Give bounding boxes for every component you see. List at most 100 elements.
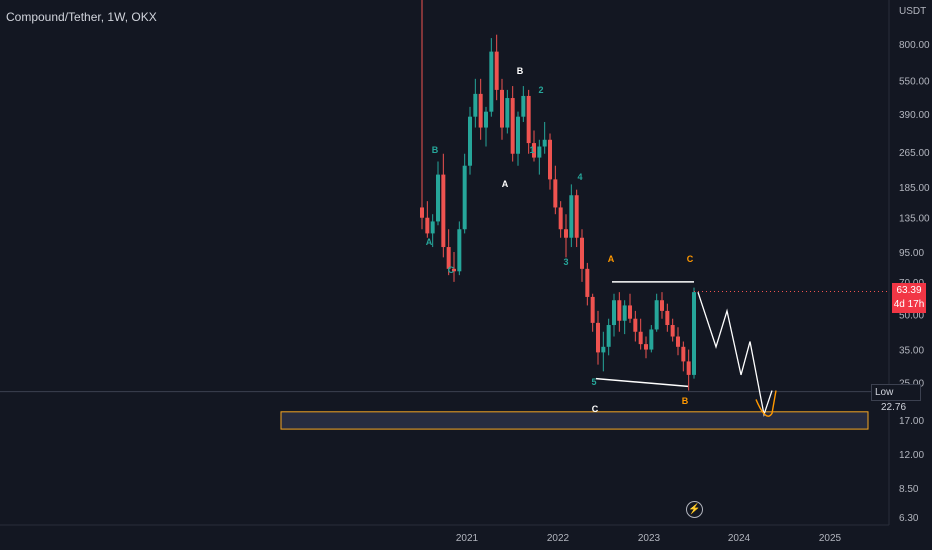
support-zone	[280, 411, 869, 430]
price-tick-label: 390.00	[899, 110, 930, 121]
candle-body	[676, 336, 680, 347]
candle-body	[500, 89, 504, 128]
candle-body	[649, 329, 654, 350]
candle-body	[436, 174, 440, 222]
bar-countdown: 4d 17h	[893, 299, 925, 310]
candle-body	[553, 179, 558, 208]
candle-body	[468, 116, 472, 166]
candle-body	[628, 305, 632, 319]
candle-body	[569, 195, 574, 238]
candle-body	[617, 300, 622, 321]
wave-label: 4	[577, 172, 582, 182]
wave-label: B	[682, 396, 689, 406]
wave-label: C	[448, 265, 455, 275]
candle-body	[542, 139, 547, 147]
candle-body	[660, 300, 664, 311]
candle-body	[686, 361, 691, 375]
symbol-title[interactable]: Compound/Tether, 1W, OKX	[6, 10, 157, 24]
candle-body	[665, 310, 670, 326]
candle-body	[681, 346, 686, 362]
price-tick-label: 550.00	[899, 77, 930, 88]
candle-body	[452, 268, 456, 272]
wave-label: 1	[529, 145, 534, 155]
candle-body	[548, 139, 552, 180]
time-tick-label: 2024	[728, 533, 751, 544]
price-tick-label: 800.00	[899, 40, 930, 51]
price-tick-label: 185.00	[899, 183, 930, 194]
projection-path	[697, 291, 773, 418]
current-price-value: 63.39	[896, 285, 922, 296]
projection-hook	[755, 390, 777, 417]
price-tick-label: 135.00	[899, 214, 930, 225]
time-tick-label: 2021	[456, 533, 479, 544]
candle-body	[446, 247, 451, 269]
lightning-icon[interactable]: ⚡	[686, 501, 703, 518]
candle-body	[521, 95, 526, 117]
candle-body	[478, 93, 483, 128]
candle-body	[430, 221, 435, 234]
price-tick-label: 6.30	[899, 513, 919, 524]
candle-body	[574, 195, 579, 238]
candle-body	[670, 325, 675, 337]
candle-body	[612, 300, 616, 326]
candle-body	[692, 292, 696, 375]
wave-label: A	[502, 179, 509, 189]
candle-body	[510, 98, 515, 154]
candles	[420, 34, 696, 391]
wave-label: B	[432, 145, 439, 155]
candle-body	[425, 217, 430, 234]
candle-body	[420, 207, 424, 218]
wave-label: C	[687, 254, 694, 264]
candle-body	[622, 305, 627, 321]
candle-body	[564, 229, 568, 238]
candle-body	[601, 346, 606, 353]
time-tick-label: 2023	[638, 533, 661, 544]
candle-body	[532, 143, 536, 158]
candle-body	[473, 93, 478, 117]
wave-label: C	[592, 404, 599, 414]
candle-body	[516, 116, 520, 154]
candle-body	[526, 95, 531, 144]
price-tick-label: 95.00	[899, 248, 924, 259]
wave-label: 5	[591, 377, 596, 387]
wave-label: 2	[538, 85, 543, 95]
price-tick-label: 12.00	[899, 450, 924, 461]
candle-body	[537, 146, 542, 158]
wave-label: 3	[563, 257, 568, 267]
candle-body	[457, 229, 462, 272]
candle-body	[644, 344, 648, 350]
low-value: 22.76	[881, 402, 907, 413]
price-tick-label: 8.50	[899, 484, 919, 495]
candle-body	[585, 268, 590, 297]
price-tick-label: 35.00	[899, 346, 924, 357]
candle-body	[505, 98, 510, 128]
price-tick-label: 265.00	[899, 148, 930, 159]
candle-body	[580, 237, 584, 269]
price-tick-label: 17.00	[899, 416, 924, 427]
low-marker: Low 22.76	[871, 384, 921, 413]
wave-label: B	[517, 66, 524, 76]
time-tick-label: 2022	[547, 533, 570, 544]
candle-body	[633, 318, 638, 332]
candle-body	[638, 331, 643, 345]
candle-body	[484, 111, 488, 128]
price-tick-label: 25.00	[899, 378, 924, 389]
candle-body	[441, 174, 446, 248]
wave-label: A	[608, 254, 615, 264]
time-tick-label: 2025	[819, 533, 842, 544]
candle-body	[606, 325, 611, 347]
price-axis-unit: USDT	[899, 6, 927, 17]
candle-body	[489, 51, 494, 112]
candle-body	[558, 207, 563, 230]
wedge-bottom-line	[595, 377, 689, 388]
wave-label: A	[426, 237, 433, 247]
candle-body	[494, 51, 499, 90]
current-price-tag: 63.39 4d 17h	[892, 283, 926, 313]
candle-body	[654, 300, 659, 330]
low-label: Low	[875, 387, 894, 398]
price-tick-label: 50.00	[899, 311, 924, 322]
candle-body	[462, 165, 467, 230]
candle-body	[590, 296, 595, 323]
candle-body	[596, 322, 600, 353]
